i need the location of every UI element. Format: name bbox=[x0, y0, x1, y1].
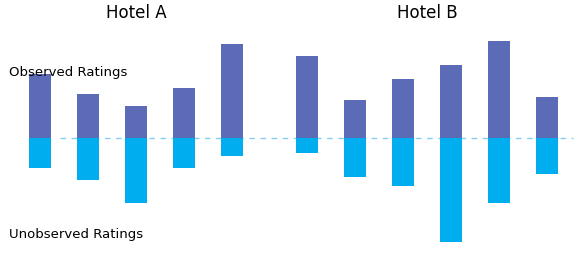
Bar bbox=[296, 139, 318, 153]
Bar bbox=[536, 97, 558, 139]
Bar bbox=[536, 139, 558, 174]
Bar bbox=[488, 139, 510, 203]
Bar bbox=[344, 100, 366, 139]
Bar bbox=[77, 94, 100, 139]
Bar bbox=[344, 139, 366, 177]
Bar bbox=[125, 106, 147, 139]
Bar bbox=[392, 139, 414, 186]
Bar bbox=[77, 139, 100, 180]
Bar bbox=[440, 139, 462, 242]
Text: Hotel B: Hotel B bbox=[397, 4, 457, 22]
Bar bbox=[173, 139, 196, 168]
Bar bbox=[488, 41, 510, 139]
Bar bbox=[125, 139, 147, 203]
Text: Hotel A: Hotel A bbox=[106, 4, 166, 22]
Text: Unobserved Ratings: Unobserved Ratings bbox=[9, 229, 143, 241]
Bar bbox=[221, 139, 243, 156]
Bar bbox=[173, 88, 196, 139]
Bar bbox=[440, 65, 462, 139]
Bar bbox=[29, 139, 51, 168]
Bar bbox=[392, 79, 414, 139]
Text: Observed Ratings: Observed Ratings bbox=[9, 66, 127, 79]
Bar bbox=[221, 44, 243, 139]
Bar bbox=[296, 56, 318, 139]
Bar bbox=[29, 73, 51, 139]
